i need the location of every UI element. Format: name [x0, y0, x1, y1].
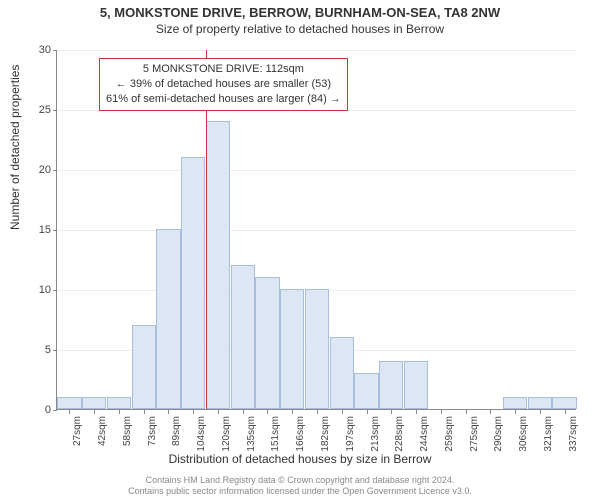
xtick-mark [69, 410, 70, 414]
chart-subtitle: Size of property relative to detached ho… [0, 20, 600, 36]
footer-line-2: Contains public sector information licen… [0, 486, 600, 497]
ytick-label: 20 [11, 164, 51, 176]
footer-line-1: Contains HM Land Registry data © Crown c… [0, 475, 600, 486]
histogram-bar [181, 157, 205, 409]
ytick-mark [53, 110, 57, 111]
histogram-bar [57, 397, 81, 409]
footer: Contains HM Land Registry data © Crown c… [0, 475, 600, 498]
chart-title: 5, MONKSTONE DRIVE, BERROW, BURNHAM-ON-S… [0, 0, 600, 20]
histogram-bar [206, 121, 230, 409]
xtick-mark [565, 410, 566, 414]
xtick-mark [267, 410, 268, 414]
xtick-mark [243, 410, 244, 414]
histogram-bar [107, 397, 131, 409]
ytick-mark [53, 350, 57, 351]
xtick-mark [441, 410, 442, 414]
histogram-bar [156, 229, 180, 409]
xtick-mark [94, 410, 95, 414]
xtick-mark [342, 410, 343, 414]
gridline [57, 230, 577, 231]
ytick-label: 15 [11, 224, 51, 236]
info-box: 5 MONKSTONE DRIVE: 112sqm← 39% of detach… [99, 58, 348, 111]
histogram-bar [280, 289, 304, 409]
xtick-mark [391, 410, 392, 414]
ytick-label: 30 [11, 44, 51, 56]
histogram-bar [528, 397, 552, 409]
histogram-bar [503, 397, 527, 409]
histogram-bar [552, 397, 576, 409]
ytick-label: 10 [11, 284, 51, 296]
xtick-mark [292, 410, 293, 414]
xtick-mark [218, 410, 219, 414]
histogram-bar [132, 325, 156, 409]
histogram-bar [231, 265, 255, 409]
ytick-mark [53, 230, 57, 231]
plot-area: 05101520253027sqm42sqm58sqm73sqm89sqm104… [56, 50, 576, 410]
histogram-bar [354, 373, 378, 409]
x-axis-label: Distribution of detached houses by size … [0, 452, 600, 466]
xtick-mark [317, 410, 318, 414]
xtick-mark [490, 410, 491, 414]
ytick-mark [53, 170, 57, 171]
y-axis-label: Number of detached properties [8, 65, 22, 230]
histogram-bar [379, 361, 403, 409]
histogram-bar [82, 397, 106, 409]
histogram-bar [255, 277, 279, 409]
ytick-label: 5 [11, 344, 51, 356]
info-box-line: ← 39% of detached houses are smaller (53… [106, 77, 341, 92]
ytick-label: 25 [11, 104, 51, 116]
xtick-mark [168, 410, 169, 414]
gridline [57, 170, 577, 171]
xtick-mark [144, 410, 145, 414]
histogram-bar [404, 361, 428, 409]
ytick-mark [53, 290, 57, 291]
xtick-mark [119, 410, 120, 414]
xtick-mark [515, 410, 516, 414]
info-box-line: 5 MONKSTONE DRIVE: 112sqm [106, 62, 341, 77]
xtick-mark [367, 410, 368, 414]
histogram-bar [330, 337, 354, 409]
info-box-line: 61% of semi-detached houses are larger (… [106, 92, 341, 107]
xtick-mark [193, 410, 194, 414]
ytick-label: 0 [11, 404, 51, 416]
ytick-mark [53, 50, 57, 51]
chart-container: 5, MONKSTONE DRIVE, BERROW, BURNHAM-ON-S… [0, 0, 600, 500]
plot-wrap: 05101520253027sqm42sqm58sqm73sqm89sqm104… [56, 50, 576, 410]
histogram-bar [305, 289, 329, 409]
ytick-mark [53, 410, 57, 411]
gridline [57, 50, 577, 51]
xtick-mark [416, 410, 417, 414]
xtick-mark [466, 410, 467, 414]
xtick-mark [540, 410, 541, 414]
